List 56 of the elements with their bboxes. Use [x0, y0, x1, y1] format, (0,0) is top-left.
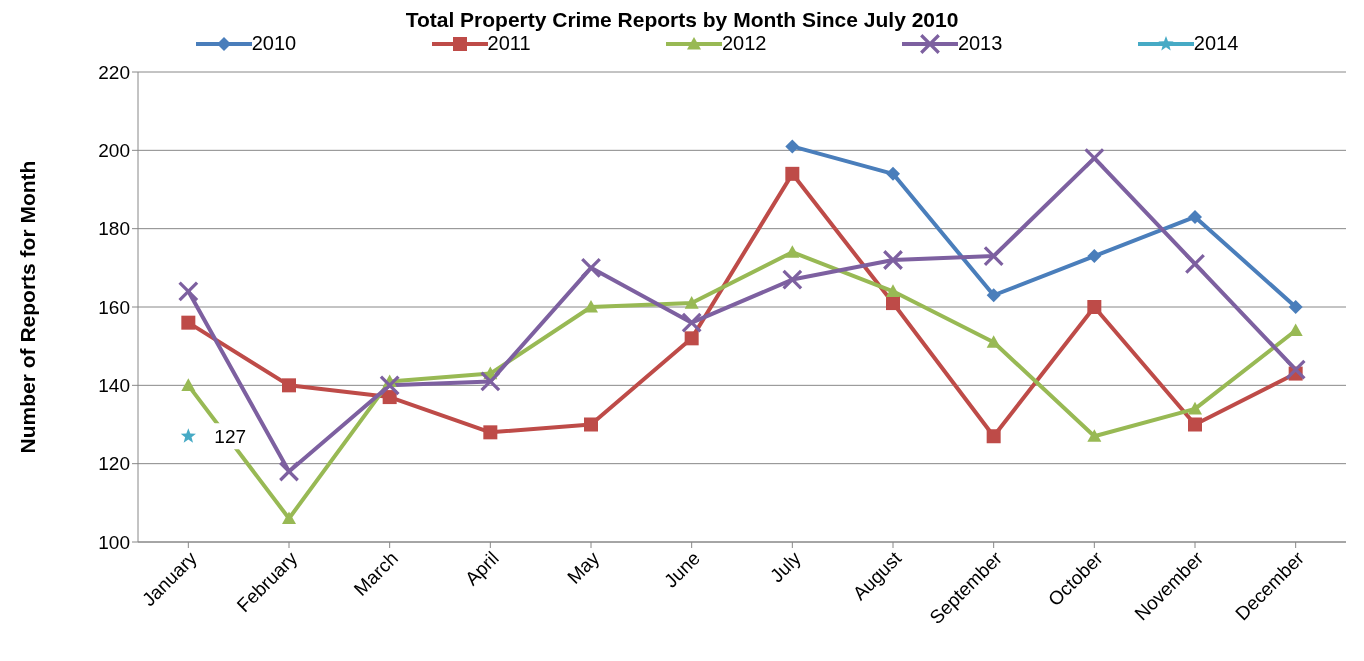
point	[1188, 417, 1202, 432]
y-tick-label: 200	[98, 140, 130, 162]
data-label: 127	[214, 426, 247, 448]
point	[1184, 253, 1206, 275]
point	[986, 335, 1001, 348]
chart-title: Total Property Crime Reports by Month Since July 2010	[404, 8, 960, 32]
point	[479, 371, 501, 392]
y-tick-label: 100	[98, 531, 130, 553]
legend-label: 2011	[487, 32, 531, 55]
point	[584, 417, 598, 432]
y-tick-label: 140	[98, 375, 130, 397]
point	[886, 166, 900, 181]
y-axis-title: Number of Reports for Month	[16, 160, 40, 454]
point	[1083, 147, 1105, 169]
point	[886, 296, 900, 311]
point	[681, 312, 703, 334]
point	[785, 139, 800, 154]
point	[282, 511, 296, 525]
point	[580, 257, 602, 279]
point	[1288, 300, 1303, 314]
point	[1188, 401, 1202, 415]
point	[282, 378, 296, 393]
point	[180, 428, 196, 443]
point	[1087, 300, 1102, 314]
point	[986, 429, 1001, 444]
y-tick-label: 160	[98, 296, 130, 318]
x-tick-label: May	[563, 547, 604, 588]
point	[986, 288, 1001, 303]
y-tick-label: 180	[98, 218, 130, 240]
legend-label: 2012	[721, 32, 767, 55]
point	[379, 374, 401, 396]
point	[684, 296, 699, 309]
point	[483, 425, 498, 440]
point	[278, 461, 300, 482]
point	[781, 269, 803, 290]
point	[584, 300, 598, 313]
point	[181, 315, 196, 330]
point	[785, 166, 800, 181]
point	[1188, 209, 1202, 224]
y-tick-label: 120	[98, 453, 130, 475]
point	[1285, 359, 1307, 381]
point	[983, 245, 1005, 267]
legend-label: 2010	[251, 32, 297, 55]
point	[882, 249, 904, 271]
point	[684, 331, 699, 346]
point	[1087, 249, 1102, 264]
legend-label: 2014	[1193, 32, 1239, 55]
point	[1288, 323, 1303, 337]
point	[1087, 429, 1102, 442]
y-tick-label: 220	[98, 61, 130, 83]
point	[785, 245, 800, 258]
point	[181, 378, 196, 391]
x-tick-label: July	[765, 547, 806, 587]
legend-label: 2013	[957, 32, 1003, 55]
point	[177, 280, 199, 302]
point	[886, 284, 900, 297]
